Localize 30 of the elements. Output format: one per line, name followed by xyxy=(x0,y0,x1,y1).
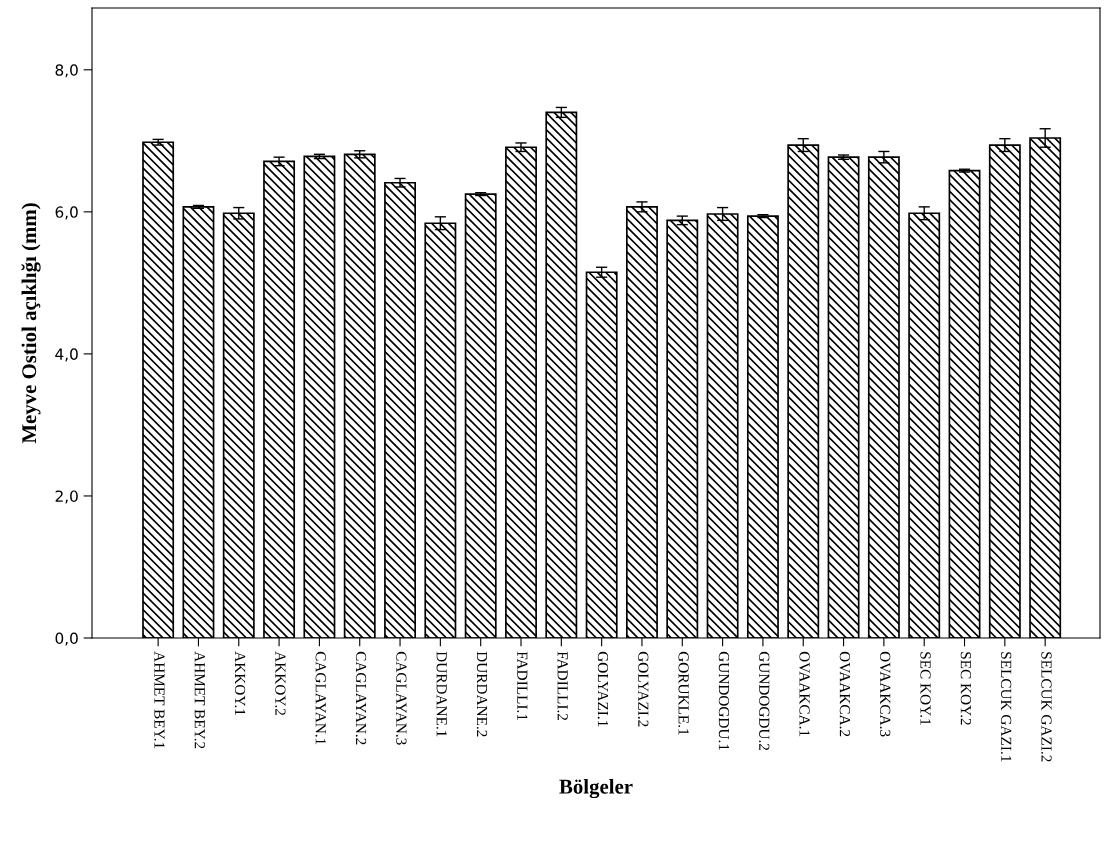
y-tick-label: 4,0 xyxy=(55,348,78,362)
y-tick-label: 2,0 xyxy=(55,490,78,504)
x-tick-label: SELCUK GAZI.2 xyxy=(1041,652,1052,762)
x-tick-label: FADILLI.1 xyxy=(517,651,528,721)
x-tick-label: GUNDOGDU.1 xyxy=(718,651,730,750)
x-tick-label: SEC KOY.1 xyxy=(920,652,931,725)
x-tick-label: GOLYAZI.2 xyxy=(638,651,649,727)
x-tick-label: CAGLAYAN.1 xyxy=(315,651,326,745)
y-tick-label: 6,0 xyxy=(55,206,78,220)
x-tick-label: OVAAKCA.2 xyxy=(839,651,851,737)
x-tick-label: SEC KOY.2 xyxy=(960,652,971,725)
x-tick-label: OVAAKCA.3 xyxy=(879,651,891,737)
x-tick-label: CAGLAYAN.3 xyxy=(396,651,407,745)
x-tick-label: AKKOY.2 xyxy=(275,651,286,716)
x-tick-label: DURDANE.2 xyxy=(476,651,488,737)
x-tick-label: AHMET BEY.1 xyxy=(154,651,165,749)
x-tick-label: AHMET BEY.2 xyxy=(194,651,205,749)
x-tick-label: GOLYAZI.1 xyxy=(597,651,609,727)
x-tick-label: CAGLAYAN.2 xyxy=(355,651,367,745)
x-tick-label: GUNDOGDU.2 xyxy=(759,651,770,751)
x-tick-label: GORUKLE.1 xyxy=(678,651,689,735)
y-axis-title: Meyve Ostiol açıklığı (mm) xyxy=(21,203,41,444)
x-tick-label: AKKOY.1 xyxy=(234,651,246,715)
x-tick-label: DURDANE.1 xyxy=(436,651,447,737)
x-tick-label: SELCUK GAZI.1 xyxy=(1000,652,1012,762)
x-tick-label: OVAAKCA.1 xyxy=(799,651,810,737)
y-tick-label: 8,0 xyxy=(55,64,78,78)
x-axis-title: Bölgeler xyxy=(559,779,633,799)
y-tick-label: 0,0 xyxy=(55,632,78,646)
x-tick-label: FADILLI.2 xyxy=(557,651,568,721)
